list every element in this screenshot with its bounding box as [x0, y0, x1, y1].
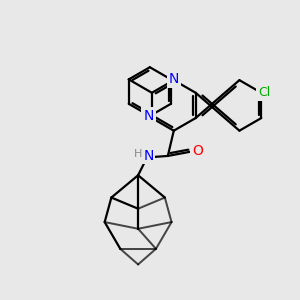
- Text: O: O: [192, 145, 203, 158]
- Text: N: N: [143, 149, 154, 163]
- Text: N: N: [169, 72, 179, 86]
- Text: Cl: Cl: [258, 86, 270, 99]
- Text: N: N: [143, 109, 154, 123]
- Text: H: H: [134, 149, 142, 159]
